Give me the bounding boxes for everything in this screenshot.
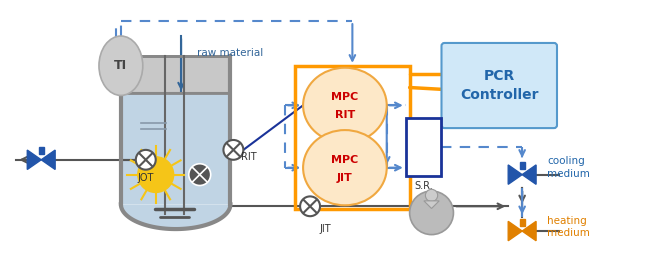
Polygon shape [41,150,55,169]
Polygon shape [508,221,522,241]
Text: RIT: RIT [335,110,355,120]
Text: cooling
medium: cooling medium [547,156,590,179]
Text: RIT: RIT [240,152,256,162]
Polygon shape [27,150,41,169]
Text: JIT: JIT [337,173,353,183]
FancyBboxPatch shape [441,43,557,128]
Polygon shape [508,165,522,184]
Text: JIT: JIT [319,224,331,234]
Circle shape [189,164,211,186]
Bar [406,118,441,176]
Ellipse shape [303,68,387,143]
Text: JOT: JOT [137,173,154,183]
Polygon shape [522,165,536,184]
Circle shape [136,150,156,170]
Bar [520,162,525,169]
Polygon shape [121,204,231,229]
Text: S.R.: S.R. [414,180,433,191]
Circle shape [224,140,244,160]
Bar [39,147,43,154]
Ellipse shape [99,36,143,95]
Bar [295,66,410,209]
Circle shape [138,157,174,192]
Bar [121,56,231,94]
Circle shape [410,191,454,235]
Ellipse shape [303,130,387,205]
Text: heating
medium: heating medium [547,216,590,238]
Bar [121,94,231,204]
Text: MPC: MPC [331,155,358,165]
Circle shape [300,196,320,216]
Polygon shape [424,201,439,208]
Bar [520,219,525,225]
Polygon shape [522,221,536,241]
Text: PCR
Controller: PCR Controller [460,69,538,102]
Circle shape [425,189,437,202]
Text: raw material: raw material [196,48,263,58]
Text: TI: TI [114,59,128,72]
Text: MPC: MPC [331,92,358,102]
